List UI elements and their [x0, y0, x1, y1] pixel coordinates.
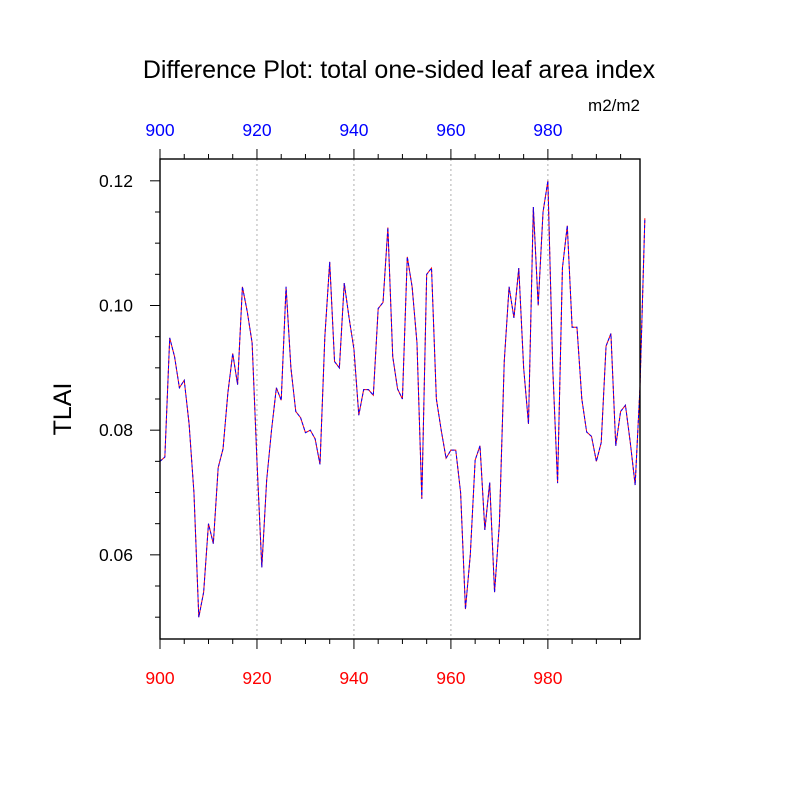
x-tick-label-top: 900 — [145, 120, 174, 140]
y-tick-label: 0.08 — [99, 420, 133, 440]
chart-title: Difference Plot: total one-sided leaf ar… — [143, 56, 656, 84]
x-tick-label-bottom: 940 — [339, 668, 368, 688]
x-tick-label-bottom: 960 — [436, 668, 465, 688]
data-series-line-overlay — [159, 180, 646, 618]
grid-lines — [256, 159, 549, 639]
plot-frame — [159, 158, 641, 640]
data-lines — [159, 180, 646, 618]
x-tick-label-top: 920 — [242, 120, 271, 140]
x-tick-label-top: 960 — [436, 120, 465, 140]
axis-ticks — [150, 149, 622, 649]
x-tick-label-bottom: 920 — [242, 668, 271, 688]
x-tick-label-top: 940 — [339, 120, 368, 140]
y-axis-label: TLAI — [49, 383, 77, 436]
tick-labels: 900 900 920 920 940 940 960 960 980 980 0.06 0.08 0.… — [99, 120, 563, 688]
y-tick-label: 0.06 — [99, 545, 133, 565]
x-tick-label-bottom: 980 — [533, 668, 562, 688]
y-tick-label: 0.12 — [99, 171, 133, 191]
y-tick-label: 0.10 — [99, 295, 133, 315]
x-tick-label-bottom: 900 — [145, 668, 174, 688]
units-label: m2/m2 — [588, 96, 640, 115]
x-tick-label-top: 980 — [533, 120, 562, 140]
